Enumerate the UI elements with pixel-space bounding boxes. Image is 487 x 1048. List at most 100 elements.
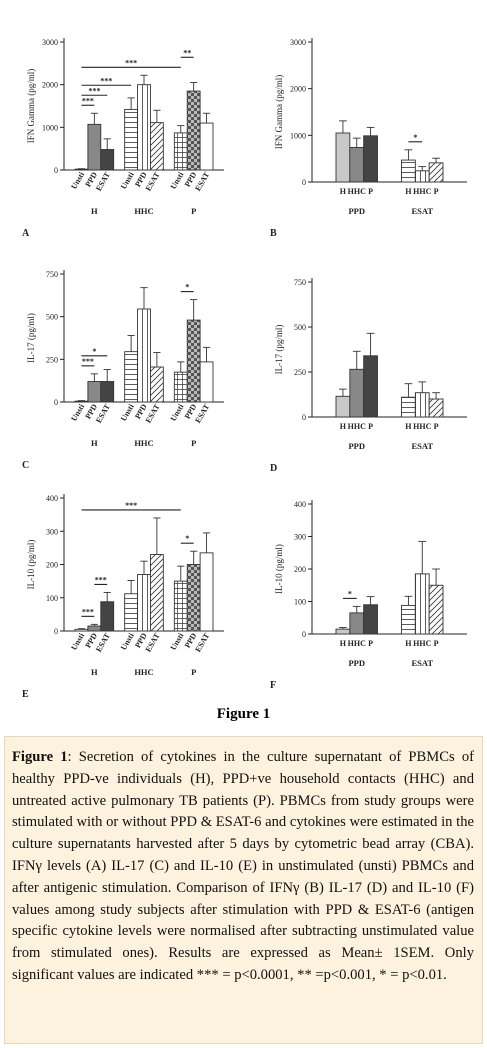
bar-8 bbox=[186, 90, 201, 171]
bar-5 bbox=[414, 392, 430, 418]
bar-3 bbox=[100, 601, 115, 632]
x-tick-label: HHC bbox=[348, 187, 366, 196]
bar-1 bbox=[335, 628, 351, 635]
bar-4 bbox=[401, 604, 416, 635]
y-axis-title: IL-17 (pg/ml) bbox=[274, 325, 284, 375]
chart-panel-c: 0 250 500 750 IL-17 (pg/ml) Unsti PPD ESAT Unsti… bbox=[20, 262, 230, 472]
x-tick-label: H bbox=[405, 639, 412, 648]
bar-5 bbox=[414, 170, 430, 183]
y-tick-label: 3000 bbox=[42, 38, 58, 47]
bar-3 bbox=[363, 604, 378, 635]
x-tick-label: H bbox=[405, 187, 412, 196]
group-label: H bbox=[91, 667, 98, 677]
bar-9 bbox=[199, 361, 214, 403]
x-tick-label: P bbox=[434, 187, 439, 196]
bar-2 bbox=[87, 381, 102, 403]
x-tick-label: Unsti bbox=[69, 170, 86, 191]
y-tick-label: 3000 bbox=[290, 38, 306, 47]
significance-label: * bbox=[185, 534, 189, 543]
bar-3 bbox=[363, 355, 378, 418]
bar-2 bbox=[349, 147, 365, 183]
x-tick-label: ESAT bbox=[193, 402, 211, 425]
significance-label: * bbox=[185, 283, 189, 292]
group-label: P bbox=[191, 206, 196, 216]
y-axis-title: IL-10 (pg/ml) bbox=[26, 540, 36, 590]
significance-label: * bbox=[348, 589, 352, 598]
bar-4 bbox=[401, 396, 416, 418]
bar-2 bbox=[349, 612, 365, 635]
y-tick-label: 500 bbox=[46, 313, 58, 322]
significance-label: ** bbox=[183, 48, 191, 57]
bar-3 bbox=[100, 149, 115, 171]
bar-6 bbox=[149, 122, 164, 171]
bar-2 bbox=[349, 368, 365, 418]
group-label: PPD bbox=[348, 658, 365, 668]
x-tick-label: ESAT bbox=[144, 631, 162, 654]
group-label: PPD bbox=[348, 441, 365, 451]
significance-label: *** bbox=[88, 86, 100, 95]
bar-6 bbox=[428, 398, 444, 418]
y-tick-label: 1000 bbox=[290, 131, 306, 140]
y-tick-label: 2000 bbox=[42, 81, 58, 90]
y-tick-label: 2000 bbox=[290, 85, 306, 94]
caption-label: Figure 1 bbox=[12, 749, 68, 765]
x-tick-label: Unsti bbox=[169, 631, 186, 652]
y-tick-label: 0 bbox=[54, 627, 58, 636]
x-tick-label: Unsti bbox=[69, 631, 86, 652]
bar-3 bbox=[100, 381, 115, 403]
group-label: H bbox=[91, 206, 98, 216]
bar-1 bbox=[74, 400, 89, 403]
x-tick-label: Unsti bbox=[169, 402, 186, 423]
group-label: HHC bbox=[134, 438, 153, 448]
y-tick-label: 750 bbox=[294, 278, 306, 287]
bar-1 bbox=[74, 628, 89, 632]
y-tick-label: 200 bbox=[46, 561, 58, 570]
group-label: ESAT bbox=[411, 658, 433, 668]
bar-5 bbox=[137, 84, 151, 171]
y-tick-label: 0 bbox=[54, 398, 58, 407]
bar-6 bbox=[149, 554, 164, 632]
significance-label: *** bbox=[125, 501, 137, 510]
bar-9 bbox=[199, 122, 214, 171]
bar-6 bbox=[428, 584, 444, 635]
y-tick-label: 300 bbox=[46, 527, 58, 536]
bar-7 bbox=[173, 371, 188, 403]
chart-panel-f: 0 100 200 300 400 IL-10 (pg/ml) H HHC P H HHC P PPD E… bbox=[268, 492, 473, 692]
bar-2 bbox=[87, 123, 102, 171]
x-tick-label: Unsti bbox=[69, 402, 86, 423]
y-tick-label: 300 bbox=[294, 533, 306, 542]
significance-label: *** bbox=[82, 357, 94, 366]
bar-9 bbox=[199, 552, 214, 632]
y-tick-label: 0 bbox=[302, 413, 306, 422]
x-tick-label: HHC bbox=[413, 639, 431, 648]
panel-letter: F bbox=[270, 680, 276, 691]
bar-7 bbox=[173, 132, 188, 171]
group-label: H bbox=[91, 438, 98, 448]
significance-label: *** bbox=[100, 76, 112, 85]
y-tick-label: 100 bbox=[46, 594, 58, 603]
bar-5 bbox=[414, 573, 430, 635]
x-tick-label: ESAT bbox=[94, 170, 112, 193]
x-tick-label: H bbox=[340, 187, 347, 196]
chart-panel-b: 0 1000 2000 3000 IFN Gamma (pg/ml) H HHC P H HHC P… bbox=[268, 30, 473, 240]
y-tick-label: 400 bbox=[46, 494, 58, 503]
y-tick-label: 0 bbox=[302, 178, 306, 187]
bar-4 bbox=[124, 108, 139, 171]
x-tick-label: ESAT bbox=[94, 402, 112, 425]
group-label: P bbox=[191, 667, 196, 677]
bar-4 bbox=[124, 351, 139, 403]
figure-title: Figure 1 bbox=[216, 706, 271, 722]
group-label: HHC bbox=[134, 206, 153, 216]
panel-letter: B bbox=[270, 228, 277, 239]
chart-panel-a: 0 1000 2000 3000 IFN Gamma (pg/ml) Unsti PPD ES… bbox=[20, 30, 230, 240]
bar-8 bbox=[186, 319, 201, 403]
significance-label: *** bbox=[125, 58, 137, 67]
bar-6 bbox=[149, 366, 164, 403]
significance-label: *** bbox=[82, 96, 94, 105]
panel-letter: A bbox=[22, 228, 30, 239]
x-tick-label: HHC bbox=[413, 187, 431, 196]
